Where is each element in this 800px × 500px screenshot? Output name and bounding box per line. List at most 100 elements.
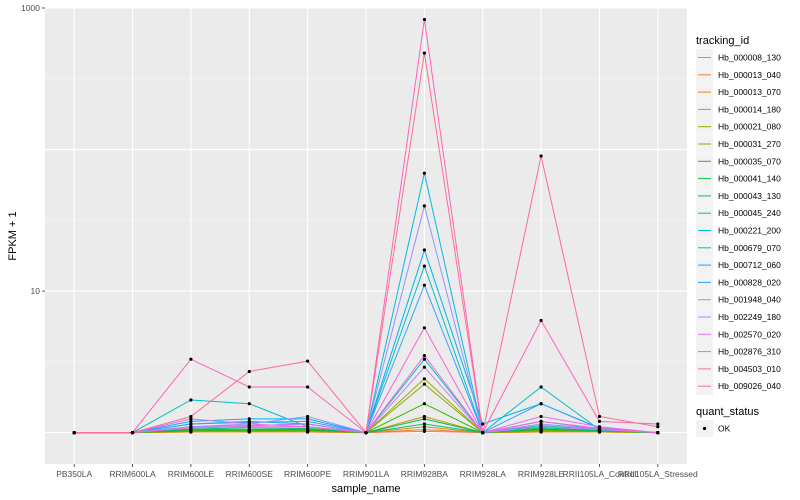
data-point xyxy=(189,419,193,423)
legend-item: Hb_000008_130 xyxy=(696,49,781,66)
data-point xyxy=(422,248,426,252)
data-point xyxy=(306,419,310,423)
data-point xyxy=(306,414,310,419)
y-axis: 10 1000 xyxy=(21,3,45,296)
x-tick-label: RRIM600SE xyxy=(226,469,274,479)
x-axis: PB350LA RRIM600LA RRIM600LE RRIM600SE RRIM60… xyxy=(56,464,698,479)
data-point xyxy=(306,425,310,429)
data-point xyxy=(422,377,426,381)
legend-item: Hb_000013_070 xyxy=(696,83,781,101)
data-point xyxy=(597,414,602,419)
data-point xyxy=(189,417,193,421)
data-point xyxy=(422,204,426,208)
data-point xyxy=(539,402,543,406)
legend-item: Hb_000828_020 xyxy=(696,273,781,291)
legend-item-label: Hb_000008_130 xyxy=(718,53,781,63)
legend-item-label: Hb_000014_180 xyxy=(718,104,781,114)
legend-item-label: Hb_000035_070 xyxy=(718,156,781,166)
data-point xyxy=(306,385,310,389)
legend-item: Hb_000221_200 xyxy=(696,222,781,239)
data-point xyxy=(189,357,193,361)
x-tick-label: RRIM600PE xyxy=(284,469,332,479)
data-point xyxy=(364,431,368,435)
data-point xyxy=(422,425,426,429)
data-point xyxy=(247,422,251,426)
legend-item-label: Hb_002876_310 xyxy=(718,347,781,357)
data-point xyxy=(656,422,660,426)
shape-legend-item: OK xyxy=(696,420,731,437)
legend-item: Hb_000679_070 xyxy=(696,239,781,257)
legend-item: Hb_000041_140 xyxy=(696,170,781,188)
legend-item-label: Hb_000221_200 xyxy=(718,226,781,236)
data-point xyxy=(306,359,310,363)
legend-item-label: Hb_000712_060 xyxy=(718,260,781,270)
y-tick-label: 1000 xyxy=(21,3,40,13)
x-axis-title: sample_name xyxy=(331,483,400,495)
legend-item-label: Hb_000828_020 xyxy=(718,277,781,287)
legend-item: Hb_001948_040 xyxy=(696,291,781,309)
x-tick-label: RRIM600LE xyxy=(168,469,215,479)
data-point xyxy=(247,369,251,374)
x-tick-label: RRIM600LA xyxy=(109,469,156,479)
data-point xyxy=(597,426,602,430)
y-axis-title: FPKM + 1 xyxy=(7,211,19,260)
x-tick-label: RRIM901LA xyxy=(343,469,390,479)
x-tick-label: PB350LA xyxy=(56,469,92,479)
legend-item-label: Hb_001948_040 xyxy=(718,295,781,305)
legend-item: Hb_009026_040 xyxy=(696,377,781,395)
legend: tracking_id Hb_000008_130Hb_000013_040Hb… xyxy=(696,35,781,437)
data-point xyxy=(422,51,426,55)
data-point xyxy=(306,422,310,426)
legend-title: tracking_id xyxy=(696,35,749,47)
legend-item-label: Hb_004503_010 xyxy=(718,364,781,374)
data-point xyxy=(481,431,485,435)
data-point xyxy=(597,419,602,423)
y-tick-label: 10 xyxy=(31,286,41,296)
data-point xyxy=(72,431,76,435)
data-point xyxy=(422,428,426,432)
data-point xyxy=(247,385,251,389)
data-point xyxy=(247,402,251,406)
x-tick-label: RRIM928LE xyxy=(518,469,565,479)
data-point xyxy=(539,154,543,158)
legend-item-label: Hb_000013_040 xyxy=(718,70,781,80)
data-point xyxy=(422,264,426,268)
data-point xyxy=(539,422,543,426)
data-point xyxy=(422,417,426,421)
data-point xyxy=(247,425,251,429)
data-point xyxy=(656,425,660,429)
legend-item-label: Hb_000045_240 xyxy=(718,208,781,218)
data-point xyxy=(130,431,135,435)
legend-item-label: Hb_000679_070 xyxy=(718,243,781,253)
data-point xyxy=(247,417,251,421)
legend-item: Hb_002249_180 xyxy=(696,308,781,326)
x-tick-label: RRIM928LA xyxy=(460,469,507,479)
data-point xyxy=(422,382,426,386)
data-point xyxy=(539,414,543,419)
legend-item-label: Hb_002249_180 xyxy=(718,312,781,322)
data-point xyxy=(422,402,426,406)
data-point xyxy=(539,318,543,323)
data-point xyxy=(422,414,426,419)
legend-item-label: Hb_000041_140 xyxy=(718,174,781,184)
x-tick-label: RRII105LA_Stressed xyxy=(618,469,698,479)
data-point xyxy=(481,422,485,426)
shape-legend-label: OK xyxy=(718,424,731,434)
legend-item: Hb_002570_020 xyxy=(696,325,781,343)
data-point xyxy=(422,357,426,361)
data-point xyxy=(422,17,426,22)
x-tick-label: RRII105LA_Control xyxy=(563,469,637,479)
legend-item-label: Hb_002570_020 xyxy=(718,329,781,339)
legend-item-label: Hb_000013_070 xyxy=(718,87,781,97)
legend-item: Hb_000712_060 xyxy=(696,256,781,274)
legend-item-label: Hb_000043_130 xyxy=(718,191,781,201)
legend-item: Hb_000014_180 xyxy=(696,100,781,118)
legend-item-label: Hb_000021_080 xyxy=(718,122,781,132)
data-point xyxy=(656,431,660,435)
data-point xyxy=(539,419,543,423)
data-point xyxy=(189,398,193,402)
data-point xyxy=(189,414,193,419)
legend-items: Hb_000008_130 Hb_000013_040 Hb_000013_070 H… xyxy=(696,49,781,395)
